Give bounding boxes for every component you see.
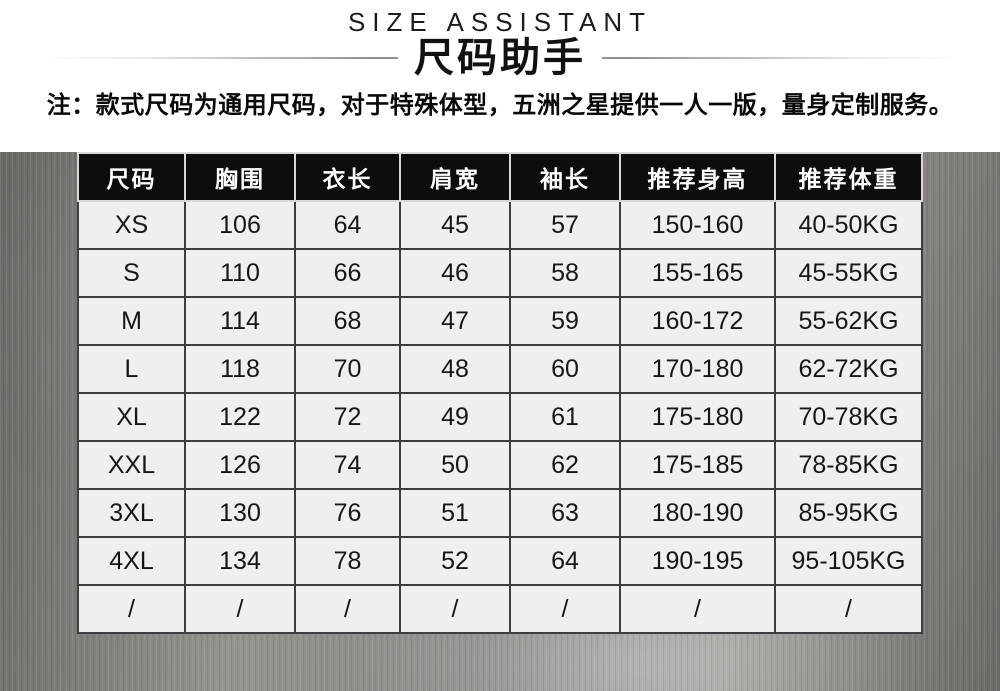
col-header-4: 袖长 bbox=[509, 152, 621, 202]
size-note-text: 注：款式尺码为通用尺码，对于特殊体型，五洲之星提供一人一版，量身定制服务。 bbox=[46, 93, 954, 119]
value-cell: 60 bbox=[509, 344, 621, 394]
table-header: 尺码 胸围 衣长 肩宽 袖长 推荐身高 推荐体重 bbox=[77, 152, 923, 202]
col-header-5: 推荐身高 bbox=[619, 152, 776, 202]
value-cell: 64 bbox=[294, 200, 401, 250]
value-cell: 126 bbox=[184, 440, 296, 490]
size-label-cell: / bbox=[77, 584, 186, 634]
value-cell: 78-85KG bbox=[774, 440, 923, 490]
value-cell: 50 bbox=[399, 440, 511, 490]
size-chart-table: 尺码 胸围 衣长 肩宽 袖长 推荐身高 推荐体重 XS 106 64 45 57 150-160 40-… bbox=[77, 152, 923, 634]
value-cell: 62 bbox=[509, 440, 621, 490]
value-cell: 55-62KG bbox=[774, 296, 923, 346]
table-row-4: XL 122 72 49 61 175-180 70-78KG bbox=[77, 392, 923, 442]
size-label-cell: XS bbox=[77, 200, 186, 250]
value-cell: / bbox=[294, 584, 401, 634]
metal-background: 尺码 胸围 衣长 肩宽 袖长 推荐身高 推荐体重 XS 106 64 45 57 150-160 40-… bbox=[0, 152, 1000, 691]
value-cell: 48 bbox=[399, 344, 511, 394]
value-cell: 190-195 bbox=[619, 536, 776, 586]
value-cell: 95-105KG bbox=[774, 536, 923, 586]
value-cell: 78 bbox=[294, 536, 401, 586]
table-row-6: 3XL 130 76 51 63 180-190 85-95KG bbox=[77, 488, 923, 538]
value-cell: 68 bbox=[294, 296, 401, 346]
value-cell: 72 bbox=[294, 392, 401, 442]
value-cell: 106 bbox=[184, 200, 296, 250]
size-label-cell: L bbox=[77, 344, 186, 394]
value-cell: 118 bbox=[184, 344, 296, 394]
value-cell: 175-180 bbox=[619, 392, 776, 442]
value-cell: 63 bbox=[509, 488, 621, 538]
title-rule-left bbox=[40, 57, 398, 59]
value-cell: 61 bbox=[509, 392, 621, 442]
col-header-3: 肩宽 bbox=[399, 152, 511, 202]
page-title-chinese: 尺码助手 bbox=[414, 35, 586, 80]
value-cell: / bbox=[184, 584, 296, 634]
size-label-cell: S bbox=[77, 248, 186, 298]
col-header-1: 胸围 bbox=[184, 152, 296, 202]
value-cell: / bbox=[399, 584, 511, 634]
table-row-1: S 110 66 46 58 155-165 45-55KG bbox=[77, 248, 923, 298]
value-cell: 58 bbox=[509, 248, 621, 298]
value-cell: 76 bbox=[294, 488, 401, 538]
value-cell: 122 bbox=[184, 392, 296, 442]
table-header-row: 尺码 胸围 衣长 肩宽 袖长 推荐身高 推荐体重 bbox=[77, 152, 923, 202]
value-cell: / bbox=[509, 584, 621, 634]
col-header-0: 尺码 bbox=[77, 152, 186, 202]
value-cell: 160-172 bbox=[619, 296, 776, 346]
value-cell: / bbox=[619, 584, 776, 634]
size-label-cell: 3XL bbox=[77, 488, 186, 538]
page-title-english: SIZE ASSISTANT bbox=[347, 7, 653, 37]
size-label-cell: 4XL bbox=[77, 536, 186, 586]
value-cell: 64 bbox=[509, 536, 621, 586]
title-rule-right bbox=[602, 57, 960, 59]
value-cell: 130 bbox=[184, 488, 296, 538]
value-cell: 74 bbox=[294, 440, 401, 490]
value-cell: 45-55KG bbox=[774, 248, 923, 298]
value-cell: 114 bbox=[184, 296, 296, 346]
value-cell: 49 bbox=[399, 392, 511, 442]
value-cell: 62-72KG bbox=[774, 344, 923, 394]
value-cell: 45 bbox=[399, 200, 511, 250]
size-label-cell: XL bbox=[77, 392, 186, 442]
table-row-3: L 118 70 48 60 170-180 62-72KG bbox=[77, 344, 923, 394]
size-label-cell: M bbox=[77, 296, 186, 346]
table-row-5: XXL 126 74 50 62 175-185 78-85KG bbox=[77, 440, 923, 490]
value-cell: 134 bbox=[184, 536, 296, 586]
value-cell: 170-180 bbox=[619, 344, 776, 394]
value-cell: 46 bbox=[399, 248, 511, 298]
value-cell: 85-95KG bbox=[774, 488, 923, 538]
value-cell: 180-190 bbox=[619, 488, 776, 538]
table-body: XS 106 64 45 57 150-160 40-50KG S 110 66 46 58 155-1… bbox=[77, 200, 923, 634]
value-cell: 66 bbox=[294, 248, 401, 298]
value-cell: 70 bbox=[294, 344, 401, 394]
page-title-row: 尺码助手 bbox=[0, 37, 1000, 79]
col-header-6: 推荐体重 bbox=[774, 152, 923, 202]
table-row-0: XS 106 64 45 57 150-160 40-50KG bbox=[77, 200, 923, 250]
value-cell: 47 bbox=[399, 296, 511, 346]
table-row-7: 4XL 134 78 52 64 190-195 95-105KG bbox=[77, 536, 923, 586]
title-section: SIZE ASSISTANT 尺码助手 注：款式尺码为通用尺码，对于特殊体型，五… bbox=[0, 0, 1000, 128]
value-cell: 40-50KG bbox=[774, 200, 923, 250]
value-cell: 52 bbox=[399, 536, 511, 586]
value-cell: 150-160 bbox=[619, 200, 776, 250]
value-cell: 51 bbox=[399, 488, 511, 538]
value-cell: 59 bbox=[509, 296, 621, 346]
value-cell: 70-78KG bbox=[774, 392, 923, 442]
value-cell: / bbox=[774, 584, 923, 634]
table-row-8: / / / / / / / bbox=[77, 584, 923, 634]
col-header-2: 衣长 bbox=[294, 152, 401, 202]
value-cell: 155-165 bbox=[619, 248, 776, 298]
value-cell: 110 bbox=[184, 248, 296, 298]
table-row-2: M 114 68 47 59 160-172 55-62KG bbox=[77, 296, 923, 346]
value-cell: 57 bbox=[509, 200, 621, 250]
value-cell: 175-185 bbox=[619, 440, 776, 490]
size-label-cell: XXL bbox=[77, 440, 186, 490]
